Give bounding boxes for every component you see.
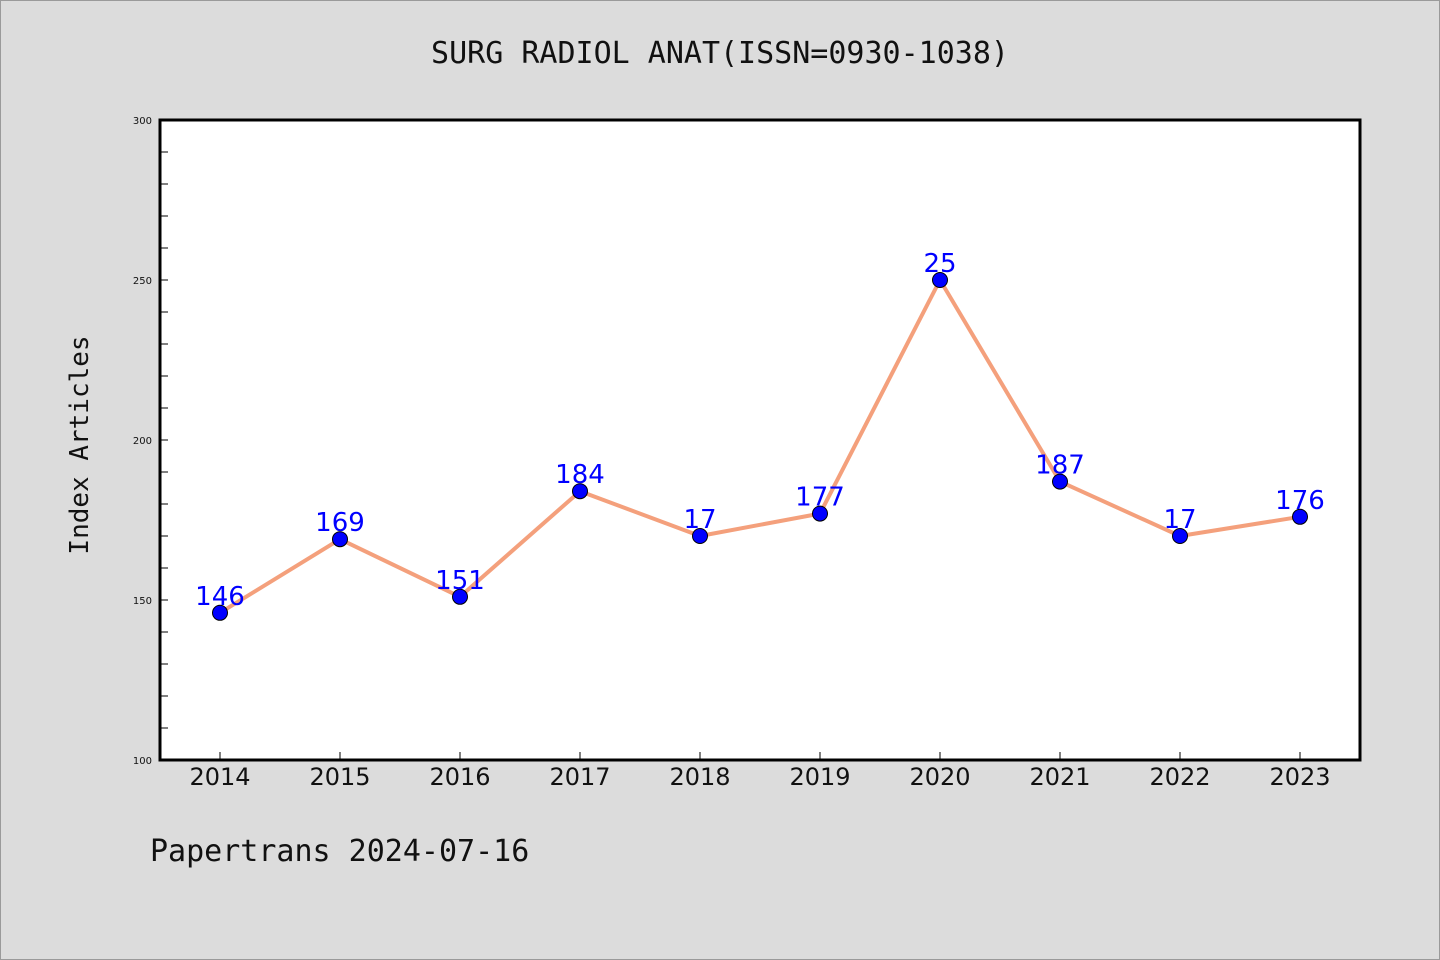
x-tick-label: 2014 [189, 763, 250, 791]
data-label: 151 [435, 566, 485, 596]
data-label: 184 [555, 460, 605, 490]
x-tick-label: 2022 [1149, 763, 1210, 791]
data-point [1292, 508, 1308, 525]
data-label: 17 [1163, 505, 1196, 535]
data-point [452, 588, 468, 605]
y-tick-label: 100 [133, 756, 152, 767]
data-label: 187 [1035, 451, 1085, 481]
data-label: 169 [315, 508, 365, 538]
data-point [812, 505, 828, 522]
x-tick-label: 2017 [549, 763, 610, 791]
data-point [332, 531, 348, 548]
data-point [572, 483, 588, 500]
series-line [218, 278, 1301, 615]
x-tick-label: 2020 [909, 763, 970, 791]
y-tick-label: 300 [133, 116, 152, 127]
x-tick-label: 2023 [1269, 763, 1330, 791]
plot-area [158, 118, 1362, 762]
x-tick-label: 2018 [669, 763, 730, 791]
x-tick-label: 2016 [429, 763, 490, 791]
data-point [212, 604, 228, 621]
footer-text: Papertrans 2024-07-16 [150, 834, 530, 869]
data-label: 17 [683, 505, 716, 535]
x-tick-label: 2019 [789, 763, 850, 791]
data-label: 25 [923, 249, 956, 279]
y-tick-label: 200 [133, 436, 152, 447]
y-tick-label: 250 [133, 276, 152, 287]
chart-title: SURG RADIOL ANAT(ISSN=0930-1038) [431, 36, 1009, 71]
x-tick-label: 2015 [309, 763, 370, 791]
data-point [1172, 528, 1188, 544]
y-tick-label: 150 [133, 596, 152, 607]
data-label: 177 [795, 483, 845, 513]
data-point [1052, 473, 1068, 490]
x-tick-label: 2021 [1029, 763, 1090, 791]
data-point [692, 528, 708, 544]
data-label: 146 [195, 582, 245, 612]
data-label: 176 [1275, 486, 1325, 516]
data-point [932, 272, 948, 288]
